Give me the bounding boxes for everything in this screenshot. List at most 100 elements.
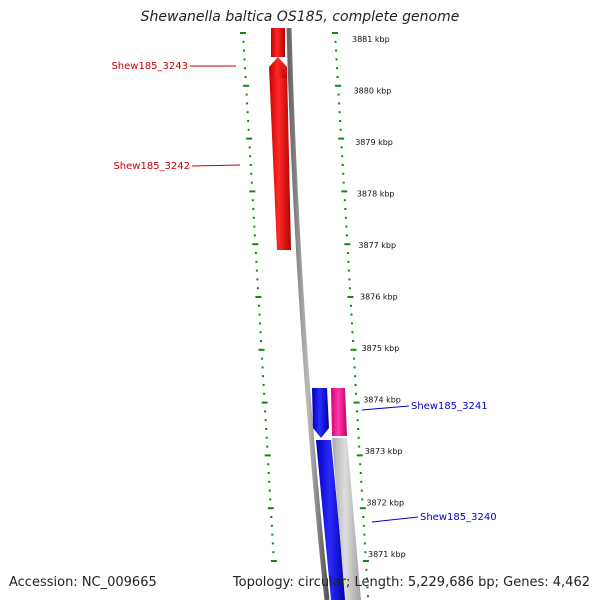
gene-label-shew185-3240[interactable]: Shew185_3240: [420, 512, 497, 523]
ruler-tick-label: 3881 kbp: [352, 35, 390, 44]
gc-track-mark: [351, 331, 354, 334]
gc-track-mark: [265, 436, 268, 439]
gc-track-mark: [270, 516, 273, 518]
gc-track-mark: [259, 331, 262, 334]
gc-track-mark: [353, 401, 360, 404]
gc-track-mark: [268, 489, 271, 492]
gc-track-mark: [334, 40, 337, 43]
gc-track-mark: [350, 313, 353, 316]
gc-track-mark: [249, 164, 252, 166]
gc-track-mark: [361, 498, 364, 501]
gc-track-mark: [347, 296, 354, 298]
gc-track-mark: [256, 287, 259, 290]
gc-track-mark: [338, 111, 341, 114]
gc-track-mark: [249, 190, 256, 193]
gc-track-mark: [339, 128, 342, 131]
ruler-tick-label: 3874 kbp: [363, 396, 401, 405]
gc-track-mark: [365, 568, 368, 571]
gc-track-mark: [243, 58, 246, 61]
gc-track-mark: [267, 472, 270, 474]
gc-track-mark: [244, 76, 247, 78]
gc-track-mark: [350, 322, 353, 325]
ruler-tick-label: 3871 kbp: [368, 550, 406, 559]
gc-track-mark: [248, 146, 251, 149]
reverse-strand-genes: [269, 28, 291, 250]
gc-track-mark: [362, 524, 365, 527]
gc-track-mark: [253, 225, 256, 228]
gc-track-mark: [267, 507, 274, 510]
gc-track-mark: [339, 120, 342, 122]
gc-track-mark: [245, 93, 248, 96]
gc-track-mark: [250, 181, 253, 184]
rna-feature-shape[interactable]: [331, 388, 347, 436]
gc-track-mark: [347, 269, 350, 272]
accession-label: Accession: NC_009665: [9, 575, 157, 590]
gc-track-mark: [260, 340, 263, 342]
gc-track-mark: [338, 102, 341, 105]
gc-track-mark: [264, 454, 271, 457]
gene-labels: Shew185_3243 Shew185_3242 Shew185_3241 S…: [111, 61, 496, 523]
ruler-tick-label: 3876 kbp: [360, 293, 398, 302]
gc-track-mark: [251, 199, 254, 202]
gc-track-mark: [345, 225, 348, 228]
label-leader-shew185-3242: [191, 164, 241, 167]
gc-track-mark: [341, 190, 348, 193]
gc-track-mark: [267, 463, 270, 466]
gc-track-mark: [262, 375, 265, 378]
gc-track-mark: [261, 357, 264, 360]
gc-track-mark: [249, 155, 252, 158]
gc-track-mark: [254, 252, 257, 254]
gc-track-mark: [356, 410, 359, 413]
gc-track-mark: [348, 278, 351, 281]
ruler-tick-label: 3877 kbp: [358, 241, 396, 250]
gc-track-mark: [250, 172, 253, 175]
gc-track-mark: [342, 181, 345, 184]
forward-strand-genes: [312, 388, 346, 600]
gc-track-mark: [345, 234, 348, 237]
gc-track-mark: [353, 366, 356, 369]
gene-shew185-3240-shape[interactable]: [316, 440, 346, 600]
gene-shew185-3241-shape[interactable]: [312, 388, 329, 438]
gc-track-mark: [352, 340, 355, 342]
label-leader-shew185-3240: [371, 516, 419, 523]
gc-track-mark: [258, 348, 265, 351]
gene-shew185-3243-shape[interactable]: [271, 28, 285, 57]
gc-track-mark: [364, 551, 367, 554]
gc-track-mark: [346, 252, 349, 254]
gc-track-mark: [359, 472, 362, 474]
gc-track-mark: [357, 436, 360, 439]
gc-track-mark: [256, 278, 259, 281]
gc-track-mark: [362, 516, 365, 518]
gc-track-mark: [363, 542, 366, 545]
gc-track-mark: [243, 84, 250, 87]
gene-label-shew185-3241[interactable]: Shew185_3241: [411, 401, 488, 412]
gc-track-mark: [253, 234, 256, 237]
gc-track-left: [240, 32, 277, 562]
gene-shew185-3242-shape[interactable]: [269, 57, 291, 250]
gc-track-mark: [359, 507, 366, 510]
gene-label-shew185-3243[interactable]: Shew185_3243: [111, 61, 188, 72]
gc-track-mark: [266, 445, 269, 448]
gc-track-mark: [340, 146, 343, 149]
gc-track-mark: [355, 392, 358, 395]
gc-track-mark: [244, 67, 247, 70]
gc-track-mark: [264, 419, 267, 422]
gene-label-shew185-3242[interactable]: Shew185_3242: [113, 161, 190, 172]
gc-track-mark: [342, 172, 345, 175]
gc-track-mark: [336, 67, 339, 70]
gc-track-mark: [263, 392, 266, 395]
gc-track-mark: [356, 454, 363, 457]
gc-track-mark: [261, 401, 268, 404]
gc-track-mark: [255, 296, 262, 298]
gc-track-mark: [347, 260, 350, 263]
gene-shew185-3243-arrowhead: [270, 57, 287, 78]
gc-track-mark: [335, 49, 338, 52]
ruler-tick-label: 3875 kbp: [362, 344, 400, 353]
gc-track-mark: [350, 348, 357, 351]
gc-track-mark: [242, 40, 245, 43]
gc-track-mark: [247, 128, 250, 131]
gc-track-mark: [252, 208, 255, 210]
gc-track-mark: [359, 463, 362, 466]
